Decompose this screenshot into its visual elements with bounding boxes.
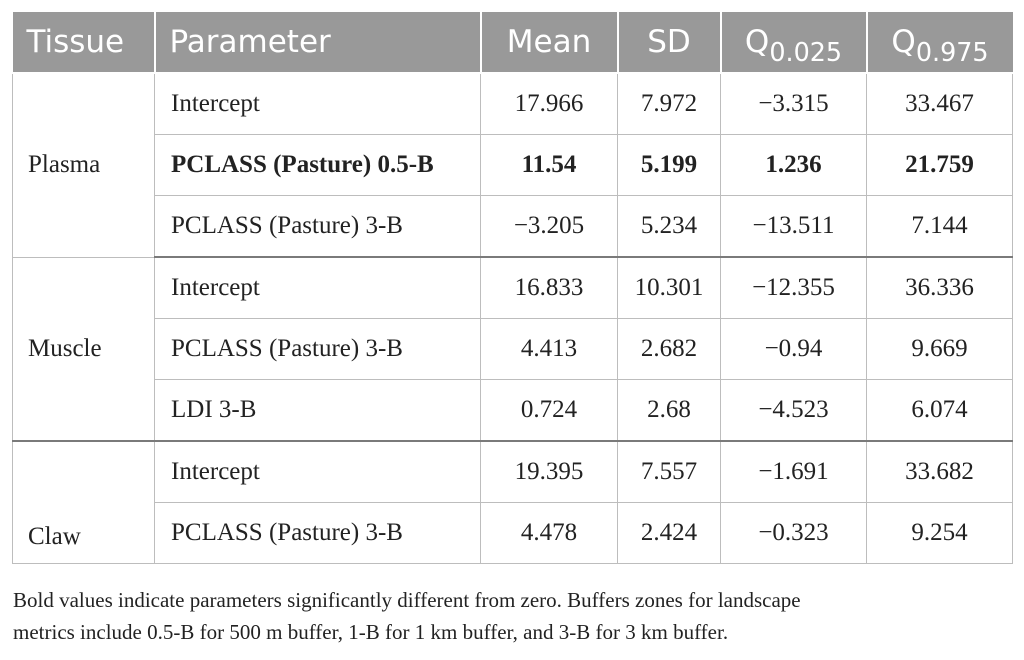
- q-upper-cell: 9.254: [866, 502, 1013, 564]
- header-q-lower-base: Q: [744, 24, 770, 60]
- footnote-line: metrics include 0.5-B for 500 m buffer, …: [13, 620, 729, 644]
- table-row: Plasma Intercept 17.966 7.972 −3.315 33.…: [12, 72, 1013, 258]
- table-row: PCLASS (Pasture) 3-B −3.205 5.234 −13.51…: [13, 195, 1013, 258]
- header-q-upper: Q0.975: [865, 12, 1013, 74]
- q-lower-cell: −4.523: [720, 379, 867, 442]
- table-row: Muscle Intercept 16.833 10.301 −12.355 3…: [12, 256, 1013, 442]
- q-upper-cell: 33.467: [866, 72, 1013, 135]
- sd-cell: 2.682: [617, 318, 721, 380]
- tissue-cell: Claw: [12, 440, 155, 564]
- parameter-cell: LDI 3-B: [154, 379, 481, 442]
- header-q-lower-sub: 0.025: [769, 36, 843, 67]
- mean-cell: −3.205: [480, 195, 618, 258]
- q-upper-cell: 36.336: [866, 256, 1013, 319]
- mean-cell: 4.478: [480, 502, 618, 564]
- table-row: Claw Intercept 19.395 7.557 −1.691 33.68…: [12, 440, 1013, 564]
- q-upper-cell: 9.669: [866, 318, 1013, 380]
- results-table: Tissue Parameter Mean SD Q0.025 Q0.975 P…: [12, 12, 1013, 564]
- header-row: Tissue Parameter Mean SD Q0.025 Q0.975: [12, 12, 1013, 74]
- sd-cell: 5.199: [617, 134, 721, 196]
- parameter-cell: PCLASS (Pasture) 0.5-B: [154, 134, 481, 196]
- mean-cell: 0.724: [480, 379, 618, 442]
- q-upper-cell: 7.144: [866, 195, 1013, 258]
- table-row: PCLASS (Pasture) 3-B 4.478 2.424 −0.323 …: [13, 502, 1013, 564]
- parameter-cell: PCLASS (Pasture) 3-B: [154, 195, 481, 258]
- parameter-cell: Intercept: [154, 256, 481, 319]
- sd-cell: 7.972: [617, 72, 721, 135]
- header-q-upper-sub: 0.975: [915, 36, 989, 67]
- q-lower-cell: −3.315: [720, 72, 867, 135]
- parameter-cell: PCLASS (Pasture) 3-B: [154, 502, 481, 564]
- header-parameter: Parameter: [153, 12, 482, 74]
- q-lower-cell: −1.691: [720, 440, 867, 503]
- q-lower-cell: −13.511: [720, 195, 867, 258]
- q-lower-cell: −12.355: [720, 256, 867, 319]
- header-mean: Mean: [479, 12, 619, 74]
- q-lower-cell: 1.236: [720, 134, 867, 196]
- table-row: PCLASS (Pasture) 3-B 4.413 2.682 −0.94 9…: [13, 318, 1013, 380]
- q-upper-cell: 21.759: [866, 134, 1013, 196]
- q-upper-cell: 6.074: [866, 379, 1013, 442]
- mean-cell: 19.395: [480, 440, 618, 503]
- tissue-cell: Muscle: [12, 256, 155, 442]
- sd-cell: 10.301: [617, 256, 721, 319]
- sd-cell: 5.234: [617, 195, 721, 258]
- mean-cell: 17.966: [480, 72, 618, 135]
- parameter-cell: PCLASS (Pasture) 3-B: [154, 318, 481, 380]
- sd-cell: 2.424: [617, 502, 721, 564]
- q-upper-cell: 33.682: [866, 440, 1013, 503]
- header-q-lower: Q0.025: [719, 12, 868, 74]
- table-row: LDI 3-B 0.724 2.68 −4.523 6.074: [13, 379, 1013, 442]
- sd-cell: 7.557: [617, 440, 721, 503]
- parameter-cell: Intercept: [154, 72, 481, 135]
- sd-cell: 2.68: [617, 379, 721, 442]
- header-sd: SD: [616, 12, 722, 74]
- tissue-cell: Plasma: [12, 72, 155, 258]
- footnote-line: Bold values indicate parameters signific…: [13, 588, 801, 612]
- header-q-upper-base: Q: [891, 24, 916, 60]
- mean-cell: 16.833: [480, 256, 618, 319]
- q-lower-cell: −0.323: [720, 502, 867, 564]
- mean-cell: 11.54: [480, 134, 618, 196]
- mean-cell: 4.413: [480, 318, 618, 380]
- parameter-cell: Intercept: [154, 440, 481, 503]
- table-footnote: Bold values indicate parameters signific…: [13, 584, 1018, 648]
- header-tissue: Tissue: [12, 12, 156, 74]
- q-lower-cell: −0.94: [720, 318, 867, 380]
- table-row-significant: PCLASS (Pasture) 0.5-B 11.54 5.199 1.236…: [13, 134, 1013, 196]
- results-table-container: Tissue Parameter Mean SD Q0.025 Q0.975 P…: [12, 12, 1013, 564]
